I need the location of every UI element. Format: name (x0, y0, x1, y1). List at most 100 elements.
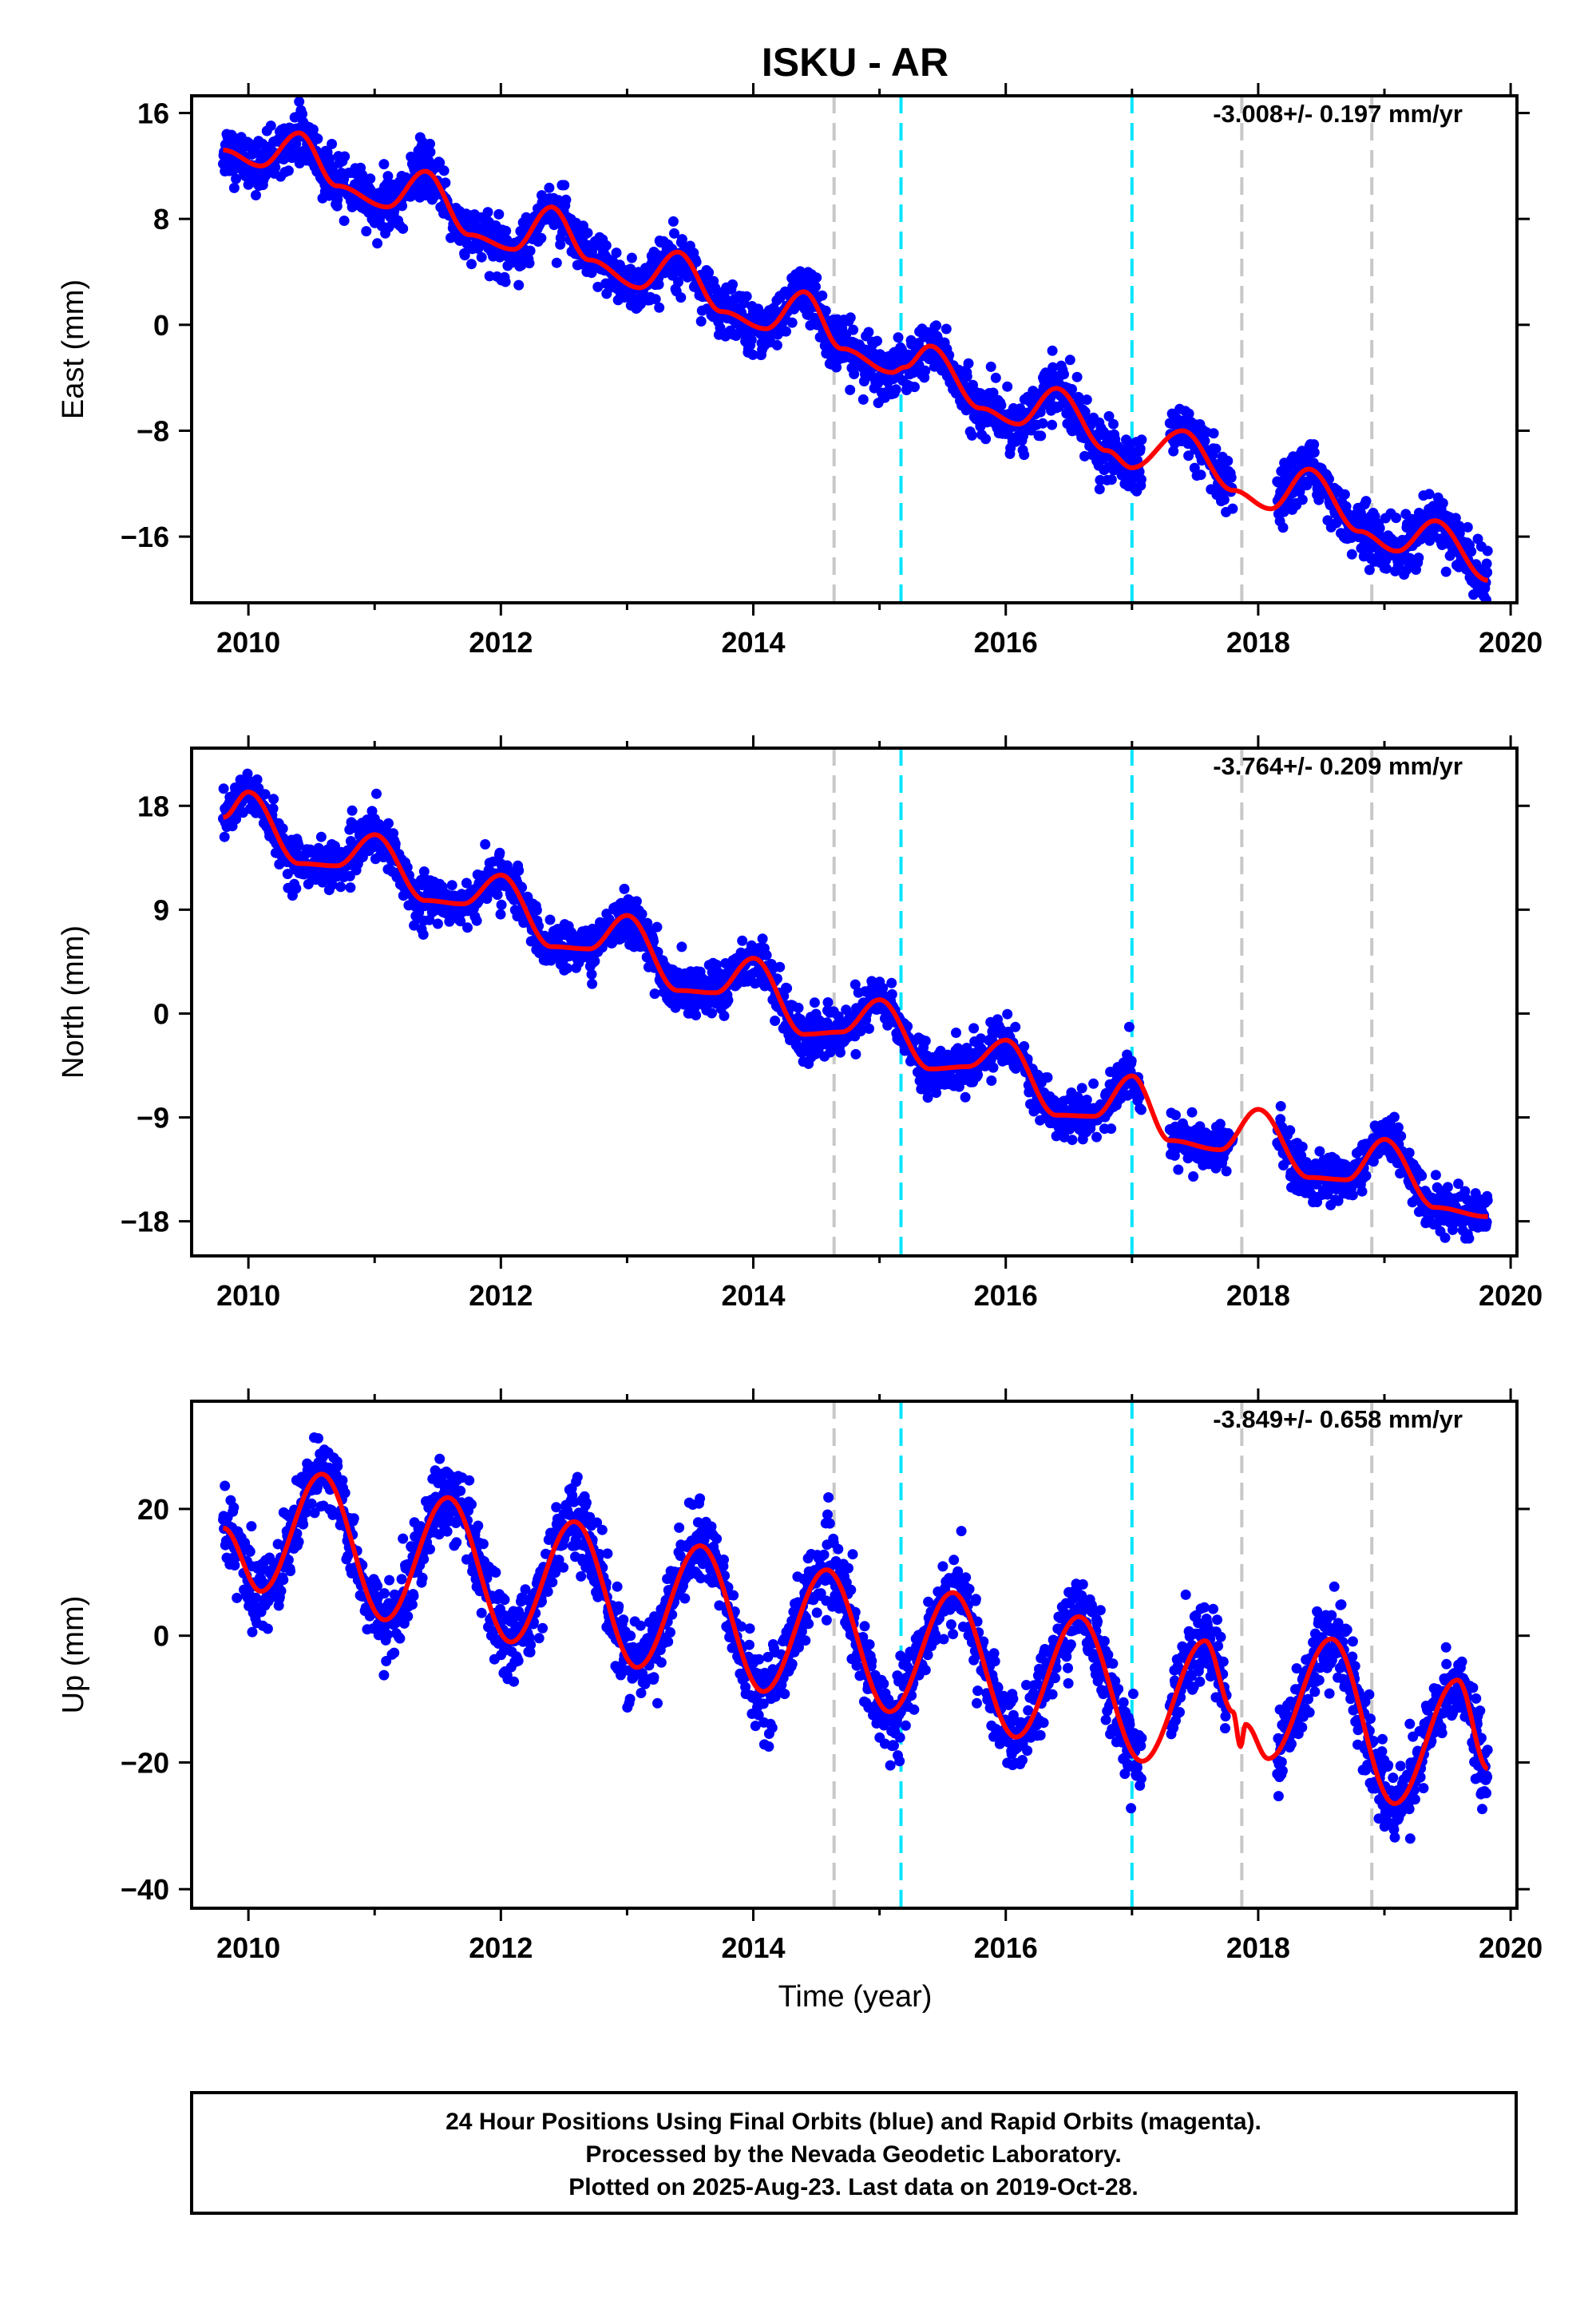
data-point (1278, 506, 1289, 517)
data-point (1396, 1131, 1407, 1142)
data-point (835, 1047, 846, 1058)
data-point (1106, 474, 1117, 485)
data-point (675, 292, 687, 303)
data-point (488, 856, 499, 867)
data-point (270, 162, 281, 173)
plot-area (218, 96, 1493, 603)
data-point (1067, 384, 1077, 394)
data-point (1103, 410, 1115, 422)
data-point (397, 200, 408, 212)
data-point (604, 914, 615, 925)
data-point (1047, 345, 1058, 356)
data-point (551, 257, 562, 268)
data-point (339, 216, 350, 226)
data-point (262, 1623, 273, 1634)
data-point (1002, 1008, 1013, 1020)
data-point (544, 182, 555, 193)
data-point (220, 1480, 231, 1491)
data-point (931, 320, 942, 331)
data-point (383, 222, 394, 233)
data-point (525, 245, 536, 256)
x-tick-label: 2020 (1479, 626, 1543, 659)
data-point (1360, 496, 1372, 507)
data-point (996, 400, 1007, 411)
data-point (985, 361, 996, 372)
data-point (1047, 419, 1058, 430)
data-point (1437, 497, 1448, 509)
data-point (291, 883, 302, 894)
data-point (1064, 354, 1075, 366)
data-point (855, 1026, 866, 1036)
data-point (246, 1521, 257, 1532)
data-point (587, 978, 598, 989)
data-point (890, 384, 901, 395)
data-point (462, 922, 473, 933)
data-point (770, 1016, 781, 1026)
data-point (1188, 1171, 1199, 1182)
data-point (1440, 1232, 1451, 1243)
data-point (277, 823, 288, 834)
data-point (297, 109, 308, 120)
data-point (382, 171, 394, 182)
y-axis-label: East (mm) (57, 279, 90, 419)
y-axis-label: North (mm) (57, 925, 90, 1079)
data-point (810, 281, 821, 292)
data-point (218, 783, 229, 794)
data-point (1037, 418, 1048, 429)
data-point (619, 883, 630, 894)
data-point (976, 1033, 986, 1044)
data-point (849, 369, 860, 379)
data-point (1071, 371, 1083, 382)
data-point (232, 1592, 243, 1603)
data-point (1277, 522, 1289, 533)
data-point (1275, 1101, 1286, 1111)
data-point (845, 384, 856, 395)
data-point (886, 977, 897, 988)
data-point (1481, 594, 1491, 603)
data-point (559, 180, 570, 191)
data-point (259, 789, 271, 800)
data-point (291, 848, 302, 859)
data-point (741, 291, 752, 302)
data-point (893, 332, 904, 343)
data-point (1463, 1233, 1475, 1244)
data-point (1199, 435, 1210, 446)
data-point (1135, 474, 1147, 485)
data-point (492, 889, 503, 901)
data-point (446, 880, 457, 891)
data-point (267, 803, 279, 814)
data-point (461, 877, 472, 889)
data-point (265, 121, 276, 131)
data-point (710, 283, 721, 294)
x-tick-label: 2016 (974, 626, 1038, 659)
data-point (482, 207, 493, 218)
x-tick-label: 2010 (216, 626, 280, 659)
data-point (1210, 443, 1222, 454)
data-point (988, 1062, 999, 1073)
data-point (589, 956, 600, 967)
data-point (1314, 1146, 1325, 1157)
data-point (1391, 513, 1402, 524)
data-point (374, 819, 385, 830)
y-tick-label: 18 (137, 790, 169, 822)
y-tick-label: −18 (121, 1206, 169, 1238)
data-point (850, 1048, 861, 1059)
data-point (327, 138, 338, 149)
data-point (484, 271, 495, 282)
data-point (857, 394, 869, 405)
data-point (1186, 1107, 1198, 1118)
data-point (440, 177, 451, 188)
data-point (493, 208, 505, 220)
data-point (1297, 1141, 1308, 1152)
data-point (782, 983, 793, 994)
data-point (746, 335, 757, 346)
data-point (242, 768, 253, 779)
data-point (761, 949, 772, 960)
data-point (707, 1008, 717, 1019)
data-point (747, 349, 758, 360)
data-point (1106, 1123, 1117, 1135)
data-point (966, 430, 977, 441)
data-point (560, 194, 572, 205)
data-point (931, 1087, 942, 1099)
